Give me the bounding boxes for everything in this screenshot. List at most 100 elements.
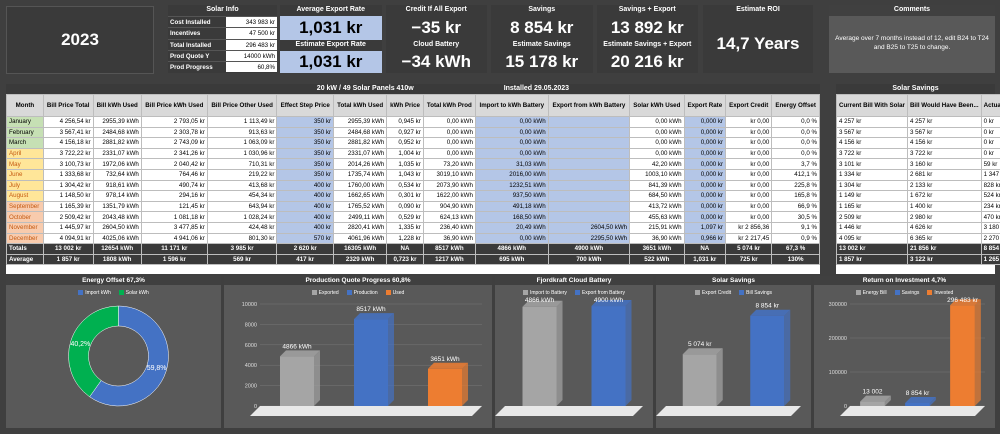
table-cell: 2014,26 kWh [333,158,388,170]
table-cell: 2 341,26 kr [140,147,208,160]
pie-label: 59,8% [147,365,167,372]
table-cell: kr 0,00 [725,137,773,149]
legend-item: Export Credit [694,290,731,296]
bar [591,306,626,406]
chart-legend: Export Credit Bill Savings [656,285,811,296]
legend-swatch [739,290,745,296]
table-cell: 1 081,18 kr [140,211,208,223]
table-cell: 0,927 kr [386,126,424,139]
table-row: 1 304 kr 2 133 kr 828 kr [836,179,1000,192]
table-cell: kr 0,00 [725,168,773,181]
table-row: 1 149 kr 1 672 kr 524 kr [836,190,1000,202]
table-cell [547,168,631,181]
table-cell: 0,00 kWh [474,116,549,128]
table-cell: 1,043 kr [386,168,424,181]
y-tick-label: 8000 [245,322,257,328]
info-row-value: 14000 kWh [226,50,277,62]
table-cell: 294,16 kr [140,190,208,202]
legend-label: Exported [318,290,339,296]
table-cell: 2 743,09 kr [140,137,208,149]
summary-cell: 13 002 kr [836,243,908,255]
legend-swatch [311,290,317,296]
y-tick-label: 6000 [245,343,257,349]
table-cell: 2295,50 kWh [547,232,631,245]
table-row: 4 156 kr 4 156 kr 0 kr [836,137,1000,149]
column-header: Effect Step Price [276,94,335,117]
table-cell: 2 040,42 kr [140,158,208,170]
table-cell: 0,0 % [771,126,820,139]
info-row: Prod Quote Y 14000 kWh [168,49,277,62]
table-cell: 0,00 kWh [422,137,476,149]
table-row: January 4 256,54 kr 2955,39 kWh 2 793,05 kr… [6,116,820,128]
table-cell: 0,000 kr [683,158,727,170]
month-cell: March [6,137,44,149]
month-cell: December [6,232,44,245]
savings-title: Solar Savings [836,84,995,94]
legend-label: Production [353,290,378,296]
table-cell: 1765,52 kWh [333,200,388,213]
kpi-value: −34 kWh [385,51,487,73]
table-cell: 470 kr [980,211,1000,223]
y-tick-label: 0 [254,404,257,410]
solar-info-panel: Solar Info Cost Installed 343 983 kr Incen… [168,5,277,73]
table-cell: 1 030,96 kr [206,147,278,160]
table-cell: 66,9 % [771,200,820,213]
bar-label: 8517 kWh [356,306,386,313]
comments-title: Comments [829,5,995,16]
table-cell: 3019,10 kWh [422,168,476,181]
info-row-value: 60,8% [226,62,277,73]
chart-svg: 300000 200000 100000 0 13 002 8 854 kr 296 483… [829,297,985,416]
table-row: 1 446 kr4 626 kr3 180 kr [836,221,1000,234]
table-cell: 400 kr [276,221,335,234]
table-cell: 1 165,39 kr [42,200,94,213]
year-label: 2023 [61,30,99,49]
table-cell: 1,004 kr [386,147,424,160]
summary-cell: 1 857 kr [42,253,94,266]
table-cell: 0,000 kr [683,147,727,160]
table-cell: 524 kr [980,190,1000,202]
table-cell: 0,529 kr [386,211,424,223]
table-cell: 4 156 kr [836,137,908,149]
table-cell: 350 kr [276,116,335,128]
chart-legend: Import kWh Solar kWh [6,285,221,296]
main-table-panel: 20 kW / 49 Solar Panels 410w Installed 2… [6,84,820,274]
column-header: Bill Price Other Used [206,94,278,117]
kpi-value: 15 178 kr [491,51,593,73]
table-cell: 454,34 kr [206,190,278,202]
table-cell: 4 256,54 kr [42,116,94,128]
bar-label: 8 854 kr [906,390,930,397]
kpi-value: −35 kr [385,16,487,40]
summary-cell: 1 596 kr [140,253,208,266]
month-cell: May [6,158,44,170]
summary-cell: 700 kWh [547,253,631,266]
table-cell: 36,90 kWh [629,232,685,245]
legend-label: Used [392,290,405,296]
table-cell: 1,228 kr [386,232,424,245]
bar [682,354,717,406]
table-cell: 0,00 kWh [474,137,549,149]
chart-svg: 5 074 kr 8 854 kr [656,303,801,416]
info-row-value: 296 483 kr [226,39,277,50]
summary-cell: 0,723 kr [386,253,424,266]
kpi-grid: Average Export Rate Credit If All Export S… [280,5,698,73]
bar-label: 3651 kWh [430,356,460,363]
table-cell: 0,0 % [771,147,820,160]
kpi-value: 1,031 kr [280,51,382,73]
chart-title: Energy Offset 67,3% [6,276,221,285]
table-cell: 1 304 kr [836,179,908,192]
table-cell: 42,20 kWh [629,158,685,170]
table-cell: 424,48 kr [206,221,278,234]
legend-swatch [78,290,84,296]
table-cell: 2604,50 kWh [547,221,631,234]
summary-cell: 417 kr [276,253,335,266]
legend-label: Import to Battery [529,290,567,296]
column-header: Total kWh Used [333,94,388,117]
table-row: September 1 165,39 kr 1351,79 kWh 121,45 kr… [6,200,820,213]
table-cell: 73,20 kWh [422,158,476,170]
column-header: Current Bill With Solar [836,94,908,117]
legend-item: Exported [311,290,339,296]
summary-cell: 1808 kWh [92,253,142,266]
table-cell: 1,035 kr [386,158,424,170]
summary-cell: 695 kWh [474,253,549,266]
table-cell: 0,00 kWh [422,116,476,128]
